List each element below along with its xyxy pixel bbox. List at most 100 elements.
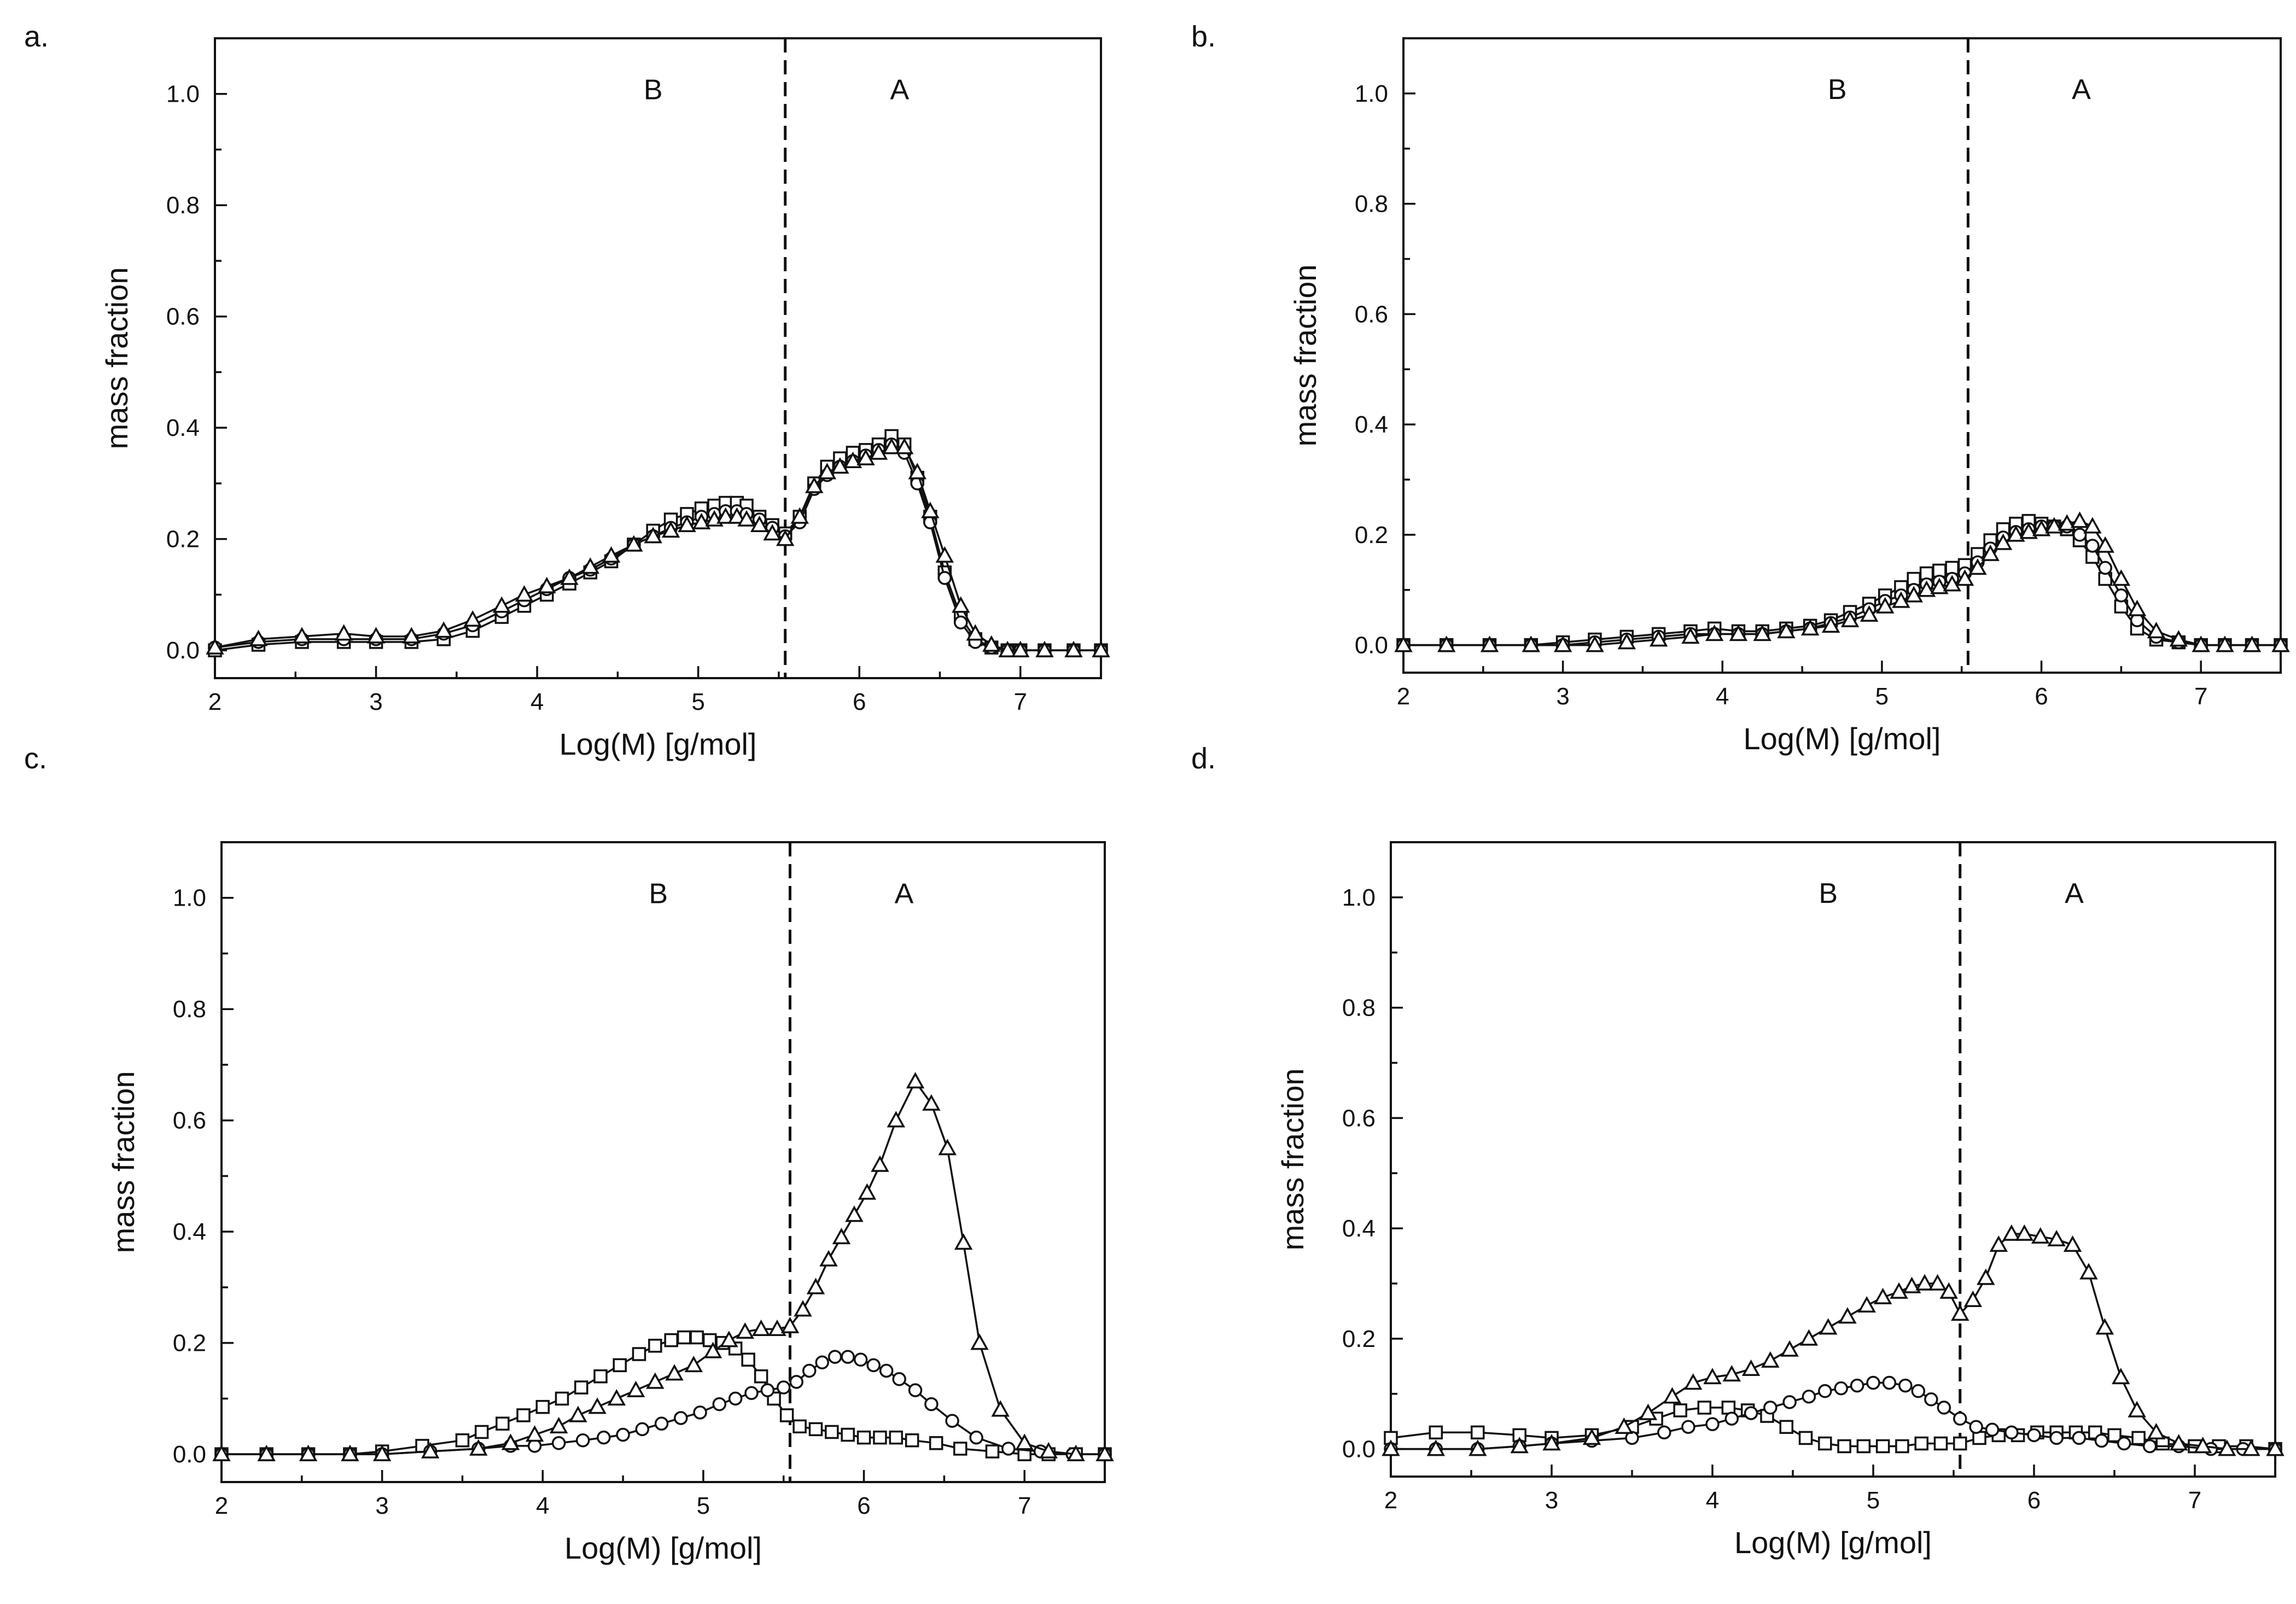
y-tick-label: 0.4 bbox=[173, 1218, 206, 1245]
data-point-triangle bbox=[1930, 578, 1949, 594]
data-point-triangle bbox=[1963, 1290, 1983, 1307]
data-point-triangle bbox=[935, 546, 954, 563]
data-point-triangle bbox=[1722, 1365, 1741, 1382]
data-point-triangle bbox=[1741, 1359, 1761, 1376]
x-tick-label: 6 bbox=[853, 689, 866, 715]
series-line bbox=[222, 1080, 1105, 1455]
plot-frame bbox=[214, 37, 1102, 679]
data-point-triangle bbox=[922, 1094, 941, 1111]
data-point-square bbox=[1895, 1439, 1909, 1454]
plot-frame bbox=[220, 841, 1106, 1483]
x-axis-title: Log(M) [g/mol] bbox=[1734, 1525, 1932, 1560]
data-point-triangle bbox=[1873, 1287, 1892, 1304]
data-point-square bbox=[779, 1408, 794, 1422]
chart-panel-b: 2 3 4 5 6 7 0.0 0.2 0.4 0.6 0.8 1.0 Log(M) [g/mol] ma… bbox=[1288, 37, 2290, 756]
data-point-square bbox=[1798, 1431, 1813, 1445]
y-tick-label: 0.8 bbox=[173, 996, 206, 1023]
data-point-triangle bbox=[1981, 544, 2000, 561]
data-point-square bbox=[496, 1416, 510, 1431]
data-point-triangle bbox=[921, 501, 940, 518]
panel-letter-a: a. bbox=[24, 20, 49, 53]
data-point-triangle bbox=[1989, 1235, 2008, 1252]
data-point-circle bbox=[1882, 1375, 1897, 1390]
data-point-triangle bbox=[492, 596, 511, 613]
x-tick-label: 3 bbox=[1556, 683, 1569, 710]
data-point-circle bbox=[2072, 528, 2087, 542]
data-point-triangle bbox=[845, 1205, 864, 1222]
data-point-square bbox=[889, 1430, 904, 1445]
data-point-triangle bbox=[1943, 575, 1961, 592]
data-point-triangle bbox=[2266, 1439, 2285, 1456]
data-point-triangle bbox=[806, 1278, 825, 1294]
data-point-triangle bbox=[1892, 591, 1910, 608]
data-point-triangle bbox=[2070, 511, 2089, 528]
y-tick-label: 0.0 bbox=[173, 1441, 206, 1468]
data-point-triangle bbox=[703, 1341, 722, 1358]
data-point-square bbox=[613, 1358, 627, 1373]
x-tick-label: 4 bbox=[1716, 683, 1729, 710]
data-point-square bbox=[1953, 1436, 1967, 1451]
x-tick-label: 7 bbox=[1018, 1492, 1031, 1519]
data-point-circle bbox=[2114, 588, 2129, 603]
data-point-circle bbox=[2049, 1431, 2064, 1445]
data-point-triangle bbox=[1092, 640, 1110, 657]
data-point-circle bbox=[744, 1386, 759, 1400]
data-point-triangle bbox=[887, 1111, 905, 1128]
data-point-triangle bbox=[1777, 621, 1796, 639]
data-point-triangle bbox=[1799, 1329, 1819, 1346]
data-point-square bbox=[1471, 1425, 1485, 1440]
data-point-circle bbox=[908, 1383, 923, 1397]
data-point-triangle bbox=[1977, 1268, 1995, 1285]
data-point-circle bbox=[597, 1430, 611, 1445]
data-point-triangle bbox=[2063, 1235, 2082, 1252]
data-point-circle bbox=[1834, 1381, 1848, 1396]
series-line bbox=[214, 443, 1101, 651]
data-point-circle bbox=[693, 1405, 707, 1420]
x-axis-title: Log(M) [g/mol] bbox=[564, 1531, 762, 1565]
data-point-triangle bbox=[249, 629, 268, 646]
data-point-circle bbox=[1724, 1411, 1739, 1426]
data-point-triangle bbox=[818, 463, 836, 480]
data-point-triangle bbox=[831, 457, 849, 474]
data-point-triangle bbox=[1522, 635, 1541, 652]
data-point-triangle bbox=[206, 638, 224, 655]
data-point-circle bbox=[953, 615, 968, 630]
data-point-square bbox=[2107, 1428, 2122, 1443]
region-label-a: A bbox=[2065, 878, 2084, 909]
data-point-square bbox=[1837, 1439, 1851, 1454]
data-point-circle bbox=[2142, 1439, 2157, 1454]
data-point-circle bbox=[1705, 1417, 1720, 1431]
data-point-triangle bbox=[869, 443, 888, 460]
x-tick-label: 2 bbox=[1384, 1487, 1397, 1514]
data-point-circle bbox=[2117, 1436, 2131, 1451]
data-point-triangle bbox=[2019, 522, 2038, 539]
data-point-triangle bbox=[1838, 1307, 1857, 1324]
data-point-circle bbox=[866, 1358, 881, 1373]
data-point-triangle bbox=[692, 512, 711, 529]
data-point-triangle bbox=[856, 448, 875, 465]
data-point-circle bbox=[1802, 1389, 1816, 1404]
data-point-triangle bbox=[602, 546, 621, 563]
data-point-triangle bbox=[952, 596, 970, 613]
x-tick-label: 7 bbox=[1013, 689, 1027, 715]
series-triangle bbox=[1394, 511, 2290, 652]
y-tick-label: 0.8 bbox=[1342, 995, 1376, 1022]
data-point-triangle bbox=[1939, 1282, 1958, 1299]
data-point-square bbox=[516, 1408, 531, 1422]
data-point-triangle bbox=[2216, 635, 2234, 652]
series-line bbox=[1403, 525, 2281, 646]
data-point-triangle bbox=[1780, 1340, 1799, 1357]
data-point-circle bbox=[802, 1363, 817, 1378]
y-axis-title: mass fraction bbox=[100, 267, 134, 450]
data-point-circle bbox=[879, 1363, 894, 1378]
x-tick-label: 5 bbox=[1875, 683, 1889, 710]
panel-letter-b: b. bbox=[1191, 20, 1216, 53]
data-point-triangle bbox=[1951, 1304, 1969, 1321]
data-point-circle bbox=[551, 1436, 566, 1450]
x-tick-label: 4 bbox=[536, 1492, 549, 1519]
chart-panel-c: 2 3 4 5 6 7 0.0 0.2 0.4 0.6 0.8 1.0 Log(M) [g/mol] ma… bbox=[106, 841, 1114, 1565]
data-point-square bbox=[953, 1442, 968, 1456]
data-point-triangle bbox=[2147, 1422, 2166, 1440]
data-point-triangle bbox=[1067, 1444, 1085, 1461]
